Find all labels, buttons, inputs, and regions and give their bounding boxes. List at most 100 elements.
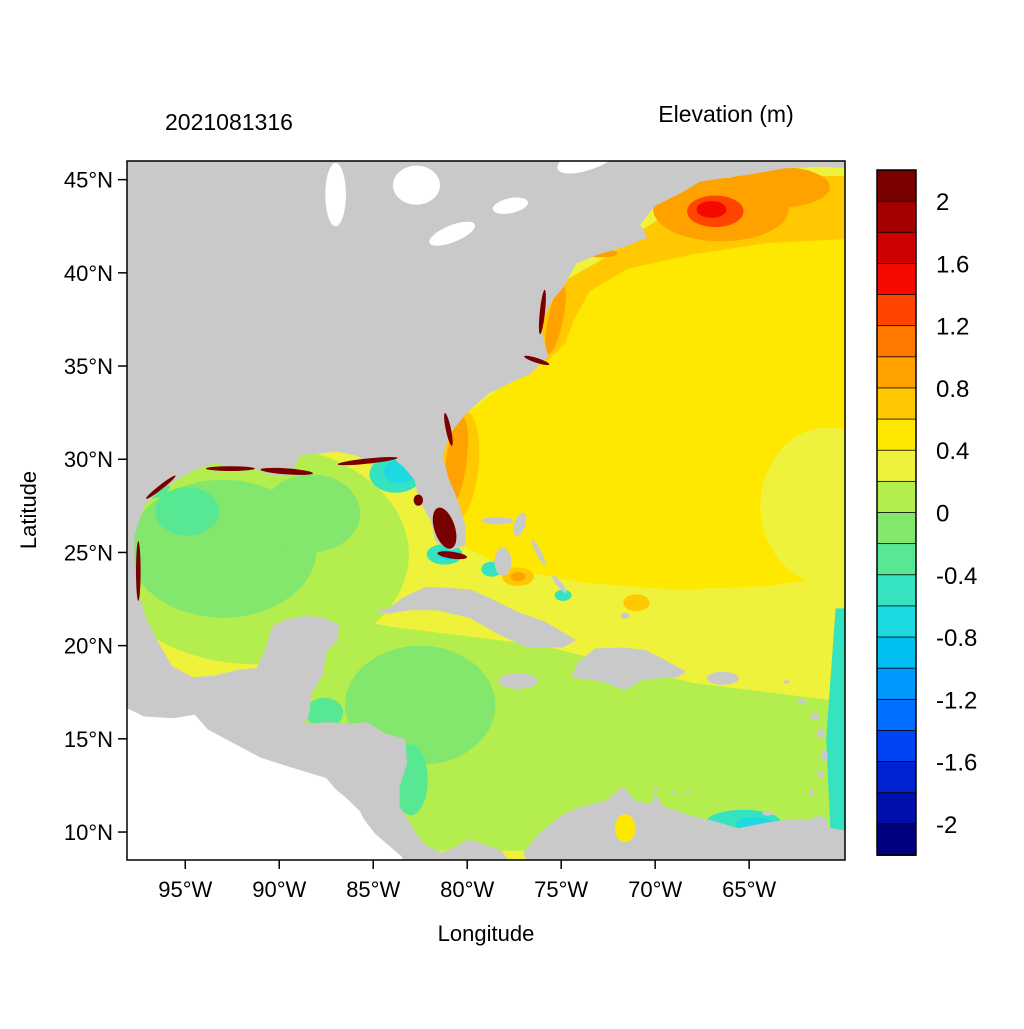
right-edge-teal <box>826 608 845 860</box>
se-bahama-teal <box>554 589 572 601</box>
y-axis-label: Latitude <box>16 471 41 549</box>
colorbar-tick-label: 2 <box>936 189 949 216</box>
y-tick-label: 15°N <box>64 727 113 752</box>
lake-huron <box>393 165 440 205</box>
georgia-coast-darkred <box>444 412 453 446</box>
colorbar-tick-label: 1.2 <box>936 314 969 341</box>
panhandle-darkred <box>337 457 398 466</box>
x-tick-label: 65°W <box>722 877 776 902</box>
y-tick-label: 20°N <box>64 634 113 659</box>
ne-red-core <box>696 201 727 218</box>
colorbar-tick-label: 0.8 <box>936 376 969 403</box>
colorbar-segment <box>876 761 917 794</box>
bonaire <box>684 791 690 795</box>
map-plot <box>127 161 845 860</box>
antilles-6 <box>817 770 824 778</box>
colorbar-tick-label: -1.2 <box>936 687 977 714</box>
x-axis-ticks: 95°W 90°W 85°W 80°W 75°W 70°W 65°W <box>158 860 776 902</box>
x-axis-label: Longitude <box>438 921 535 946</box>
keys-surge-darkred <box>437 551 468 560</box>
colorbar-tick-label: 0.4 <box>936 438 969 465</box>
colorbar-outline <box>876 169 917 856</box>
bahamas-orange-core <box>510 572 526 582</box>
gulf-honduras-teal <box>305 697 344 728</box>
trinidad <box>809 816 829 832</box>
colorbar-segment <box>876 169 917 203</box>
antilles-5 <box>820 750 828 762</box>
colorbar-segment <box>876 574 917 607</box>
curacao <box>671 790 677 794</box>
grenada <box>808 789 814 797</box>
lake-erie <box>429 221 476 246</box>
y-tick-label: 45°N <box>64 168 113 193</box>
tampa-darkred <box>413 494 423 506</box>
mexico-coast-darkred <box>136 541 141 601</box>
lake-ontario <box>492 197 528 214</box>
y-axis-ticks: 45°N 40°N 35°N 30°N 25°N 20°N 15°N 10°N <box>64 168 127 845</box>
y-tick-label: 25°N <box>64 540 113 565</box>
puerto-rico <box>706 671 739 685</box>
colorbar-segment <box>876 543 917 576</box>
colorbar-segment <box>876 605 917 638</box>
turks-caicos <box>620 613 630 619</box>
colorbar-segment <box>876 356 917 389</box>
pacific-ocean-no-data <box>127 708 404 860</box>
x-tick-label: 70°W <box>628 877 682 902</box>
colorbar-segment <box>876 636 917 670</box>
colorbar-tick-label: -0.8 <box>936 625 977 652</box>
colorbar-tick-label: 0 <box>936 501 949 528</box>
gulf-green-north <box>262 474 361 553</box>
colorbar-segment <box>876 698 917 732</box>
cuba <box>373 586 577 648</box>
nova-scotia-orange <box>724 166 830 208</box>
antilles-3 <box>810 712 820 721</box>
antilles-1 <box>783 680 790 684</box>
y-tick-label: 10°N <box>64 820 113 845</box>
colorbar-segment <box>876 418 917 452</box>
plot-frame <box>126 160 846 861</box>
st-lawrence <box>557 161 622 174</box>
pamlico-darkred <box>524 355 550 366</box>
y-tick-label: 40°N <box>64 261 113 286</box>
colorbar-segment <box>876 325 917 358</box>
right-edge-yellowgreen <box>760 427 845 585</box>
colorbar-tick-label: -2 <box>936 812 957 839</box>
grand-bahama <box>481 517 514 525</box>
colorbar-segment <box>876 667 917 701</box>
antilles-2 <box>798 698 806 705</box>
colorbar-segment <box>876 449 917 483</box>
y-tick-label: 35°N <box>64 354 113 379</box>
colorbar-segment <box>876 387 917 420</box>
maracaibo-yellow <box>614 814 636 843</box>
chesapeake-darkred <box>538 289 546 335</box>
x-tick-label: 90°W <box>252 877 306 902</box>
hispaniola <box>571 647 687 691</box>
antilles-4 <box>816 728 825 738</box>
colorbar-segment <box>876 294 917 327</box>
colorbar-segment <box>876 730 917 763</box>
swfl-surge-darkred <box>432 507 457 549</box>
gulf-teal-texas <box>155 487 220 536</box>
x-tick-label: 85°W <box>346 877 400 902</box>
colorbar-tick-label: 1.6 <box>936 251 969 278</box>
timestamp-label: 2021081316 <box>165 109 293 135</box>
x-tick-label: 80°W <box>440 877 494 902</box>
colorbar-segment <box>876 823 917 856</box>
colorbar-segment <box>876 200 917 234</box>
colorbar-title: Elevation (m) <box>658 101 793 127</box>
colorbar: 2 1.6 1.2 0.8 0.4 0 -0.4 -0.8 -1.2 -1.6 -2 <box>876 169 977 856</box>
north-central-america-land <box>127 161 845 860</box>
right-edge-cyan <box>843 645 845 860</box>
colorbar-segment <box>876 231 917 265</box>
colorbar-tick-label: -0.4 <box>936 563 977 590</box>
turks-orange <box>623 594 650 612</box>
andros <box>494 547 512 576</box>
jamaica <box>498 673 538 689</box>
atlantic-yellow <box>410 231 845 590</box>
margarita <box>762 811 774 816</box>
texas-darkred <box>206 466 255 471</box>
long-island-bahamas <box>552 575 567 594</box>
midatl-coast-orange <box>545 284 566 355</box>
louisiana-darkred <box>260 467 314 475</box>
